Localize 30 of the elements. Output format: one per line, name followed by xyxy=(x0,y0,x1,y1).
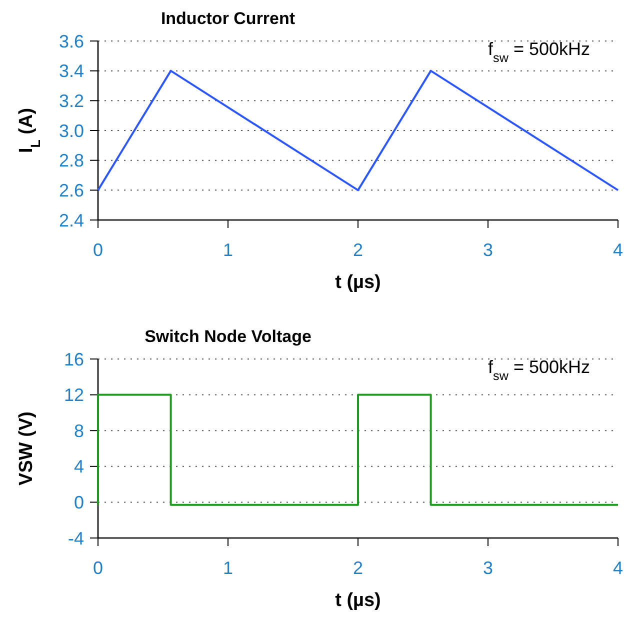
y-tick-label: 3.0 xyxy=(58,120,84,141)
x-tick-label: 4 xyxy=(612,240,624,260)
x-tick-label: 4 xyxy=(612,558,624,578)
y-tick-label: 16 xyxy=(64,349,84,370)
x-tick-label: 3 xyxy=(482,240,494,260)
y-tick-label: -4 xyxy=(68,528,84,548)
x-tick-label: 0 xyxy=(92,240,104,260)
chart-title: Inductor Current xyxy=(160,9,296,28)
y-tick-label: 2.4 xyxy=(58,210,84,230)
chart-title: Switch Node Voltage xyxy=(144,327,312,346)
y-tick-label: 3.6 xyxy=(58,31,84,52)
y-tick-label: 4 xyxy=(74,456,84,477)
y-tick-label: 8 xyxy=(74,420,84,441)
x-axis-title: t (µs) xyxy=(335,272,381,293)
x-tick-label: 2 xyxy=(352,558,364,578)
x-tick-label: 2 xyxy=(352,240,364,260)
y-tick-label: 12 xyxy=(64,385,84,406)
y-tick-label: 3.4 xyxy=(58,61,84,82)
y-tick-label: 3.2 xyxy=(58,90,84,111)
y-tick-label: 0 xyxy=(74,492,84,512)
x-tick-label: 3 xyxy=(482,558,494,578)
y-tick-label: 2.8 xyxy=(58,150,84,171)
annotation: f$_{sw}$ = 500kHz xyxy=(488,39,590,65)
x-tick-label: 1 xyxy=(222,558,234,578)
x-tick-label: 0 xyxy=(92,558,104,578)
y-tick-label: 2.6 xyxy=(58,180,84,200)
y-axis-title: VSW (V) xyxy=(16,412,37,486)
x-axis-title: t (µs) xyxy=(335,590,381,611)
x-tick-label: 1 xyxy=(222,240,234,260)
annotation: f$_{sw}$ = 500kHz xyxy=(488,357,590,383)
